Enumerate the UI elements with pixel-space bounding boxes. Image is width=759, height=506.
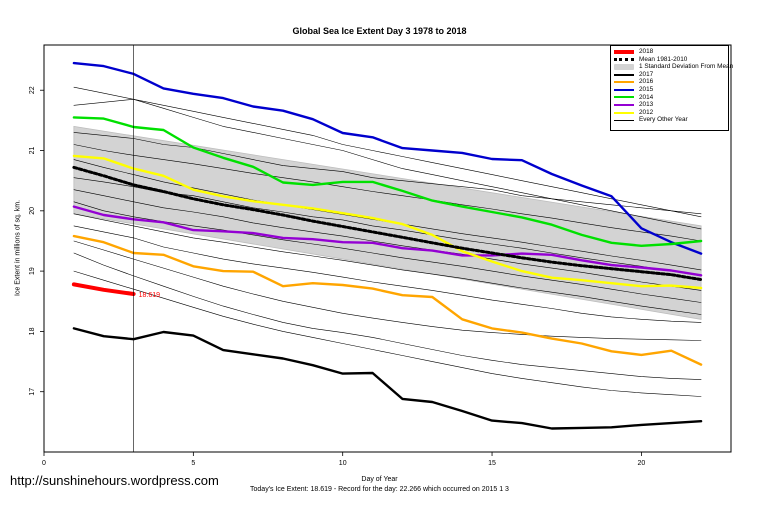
legend-swatch — [614, 79, 634, 86]
every-other-year-line-12 — [73, 252, 702, 380]
legend-swatch-mark — [614, 81, 634, 84]
legend-label: 2016 — [639, 78, 654, 86]
plot-frame — [43, 44, 732, 453]
legend-entry-2014: 2014 — [614, 94, 725, 102]
legend-entry-2013: 2013 — [614, 101, 725, 109]
legend-swatch-mark — [614, 103, 634, 106]
legend-swatch — [614, 71, 634, 78]
x-tick-label-5: 5 — [191, 460, 195, 467]
every-other-year-line-9 — [73, 213, 702, 315]
every-other-year-line-3 — [73, 132, 702, 215]
every-other-year-line-11 — [73, 240, 702, 341]
y-axis-label: Ice Extent in millions of sq. km. — [14, 199, 22, 297]
legend-label: 2015 — [639, 85, 654, 93]
series-line-2017 — [72, 327, 703, 430]
y-tick-label-19: 19 — [29, 267, 36, 275]
series-line-2013 — [72, 205, 703, 277]
legend-label: 2014 — [639, 93, 654, 101]
every-other-year-line-4 — [73, 144, 702, 242]
chart-title: Global Sea Ice Extent Day 3 1978 to 2018 — [292, 26, 467, 36]
series-line-2014 — [72, 116, 703, 248]
every-other-year-line-1 — [73, 86, 702, 218]
series-line-2012 — [72, 154, 703, 290]
legend-entry-2012: 2012 — [614, 109, 725, 117]
every-other-year-line-2 — [73, 99, 702, 230]
legend: 2018 Mean 1981-2010 1 Standard Deviation F… — [610, 45, 733, 131]
legend-label: 2017 — [639, 70, 654, 78]
legend-swatch — [614, 109, 634, 116]
y-tick-label-22: 22 — [29, 86, 36, 94]
every-other-year-line-10 — [73, 225, 702, 323]
every-other-year-line-7 — [73, 189, 702, 291]
x-axis-label: Day of Year — [361, 476, 398, 483]
series-line-2016 — [72, 234, 703, 366]
legend-swatch-mark — [614, 63, 634, 70]
legend-entry-every-other-year: Every Other Year — [614, 116, 725, 124]
legend-label: 2012 — [639, 108, 654, 116]
legend-swatch-mark — [614, 119, 634, 121]
legend-swatch — [614, 117, 634, 124]
legend-label: 2018 — [639, 48, 654, 55]
legend-swatch — [614, 48, 634, 55]
series-line-2018 — [71, 282, 136, 296]
y-tick-label-18: 18 — [29, 327, 36, 335]
legend-entry-1-standard-deviation-from-mean: 1 Standard Deviation From Mean — [614, 63, 733, 71]
legend-label: 2013 — [639, 101, 654, 109]
legend-swatch-mark — [614, 49, 634, 54]
legend-swatch — [614, 86, 634, 93]
x-tick-label-15: 15 — [488, 460, 496, 467]
legend-entry-2016: 2016 — [614, 78, 725, 86]
legend-swatch-mark — [614, 88, 634, 91]
legend-label: 1 Standard Deviation From Mean — [639, 63, 734, 71]
legend-label: Mean 1981-2010 — [639, 55, 688, 63]
legend-swatch — [614, 56, 634, 63]
source-watermark: http://sunshinehours.wordpress.com — [10, 473, 219, 488]
legend-swatch-mark — [614, 111, 634, 114]
every-other-year-line-13 — [73, 270, 702, 397]
series-line-2015 — [72, 61, 703, 255]
x-tick-label-20: 20 — [637, 460, 645, 467]
legend-swatch-mark — [614, 96, 634, 99]
legend-entry-2015: 2015 — [614, 86, 725, 94]
legend-swatch-mark — [614, 73, 634, 76]
series-line-mean-1981-2010 — [72, 165, 703, 282]
legend-swatch — [614, 63, 634, 70]
legend-entry-2017: 2017 — [614, 71, 725, 79]
legend-label: Every Other Year — [639, 116, 688, 124]
every-other-year-line-8 — [73, 201, 702, 303]
y-tick-label-17: 17 — [29, 388, 36, 396]
record-footer: Today's Ice Extent: 18.619 - Record for … — [250, 486, 509, 493]
x-tick-label-0: 0 — [42, 460, 46, 467]
legend-entry-2018: 2018 — [614, 48, 725, 56]
legend-entry-mean-1981-2010: Mean 1981-2010 — [614, 56, 725, 64]
legend-swatch-mark — [614, 57, 634, 61]
std-deviation-band — [73, 125, 702, 320]
legend-swatch — [614, 94, 634, 101]
y-tick-label-20: 20 — [29, 207, 36, 215]
legend-swatch — [614, 101, 634, 108]
y-tick-label-21: 21 — [29, 147, 36, 155]
x-tick-label-10: 10 — [339, 460, 347, 467]
current-value-label: 18.619 — [139, 292, 161, 299]
